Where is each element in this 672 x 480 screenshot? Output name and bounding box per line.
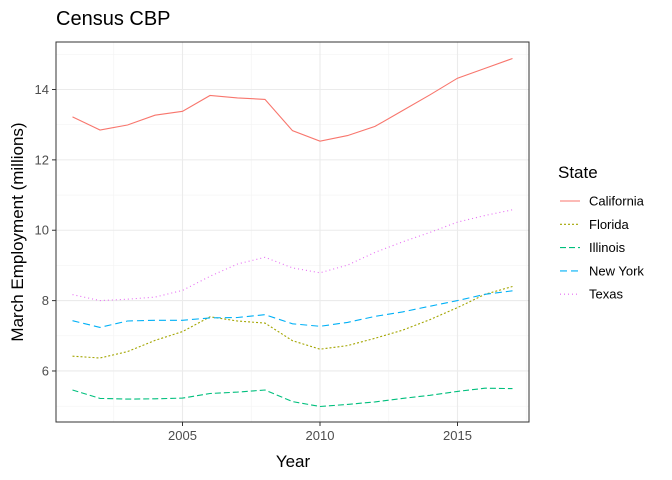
y-tick-label: 8: [42, 293, 49, 308]
legend-label-florida: Florida: [589, 217, 630, 232]
series-line-illinois: [72, 387, 513, 408]
legend: State California Florida Illinois New York T…: [558, 163, 645, 302]
series-line-new-york: [72, 290, 513, 328]
y-tick-label: 10: [35, 223, 49, 238]
plot-panel: [56, 42, 529, 422]
x-axis-title: Year: [276, 452, 311, 471]
series-line-texas: [72, 209, 513, 302]
legend-label-new-york: New York: [589, 263, 644, 278]
y-tick-label: 6: [42, 363, 49, 378]
legend-label-illinois: Illinois: [589, 240, 626, 255]
y-tick-label: 12: [35, 152, 49, 167]
legend-label-california: California: [589, 194, 645, 209]
series-line-california: [72, 57, 513, 142]
x-tick-label: 2005: [168, 428, 197, 443]
series-line-florida: [72, 285, 513, 359]
series-lines: [72, 57, 513, 408]
x-tick-label: 2010: [306, 428, 335, 443]
legend-title: State: [558, 163, 598, 182]
y-tick-label: 14: [35, 82, 49, 97]
y-axis-title: March Employment (millions): [8, 122, 27, 341]
legend-label-texas: Texas: [589, 287, 623, 302]
chart-title: Census CBP: [56, 8, 171, 30]
panel-border: [55, 41, 530, 423]
x-tick-label: 2015: [443, 428, 472, 443]
y-axis: 6 8 10 12 14: [35, 82, 56, 378]
x-axis: 2005 2010 2015: [168, 422, 472, 443]
